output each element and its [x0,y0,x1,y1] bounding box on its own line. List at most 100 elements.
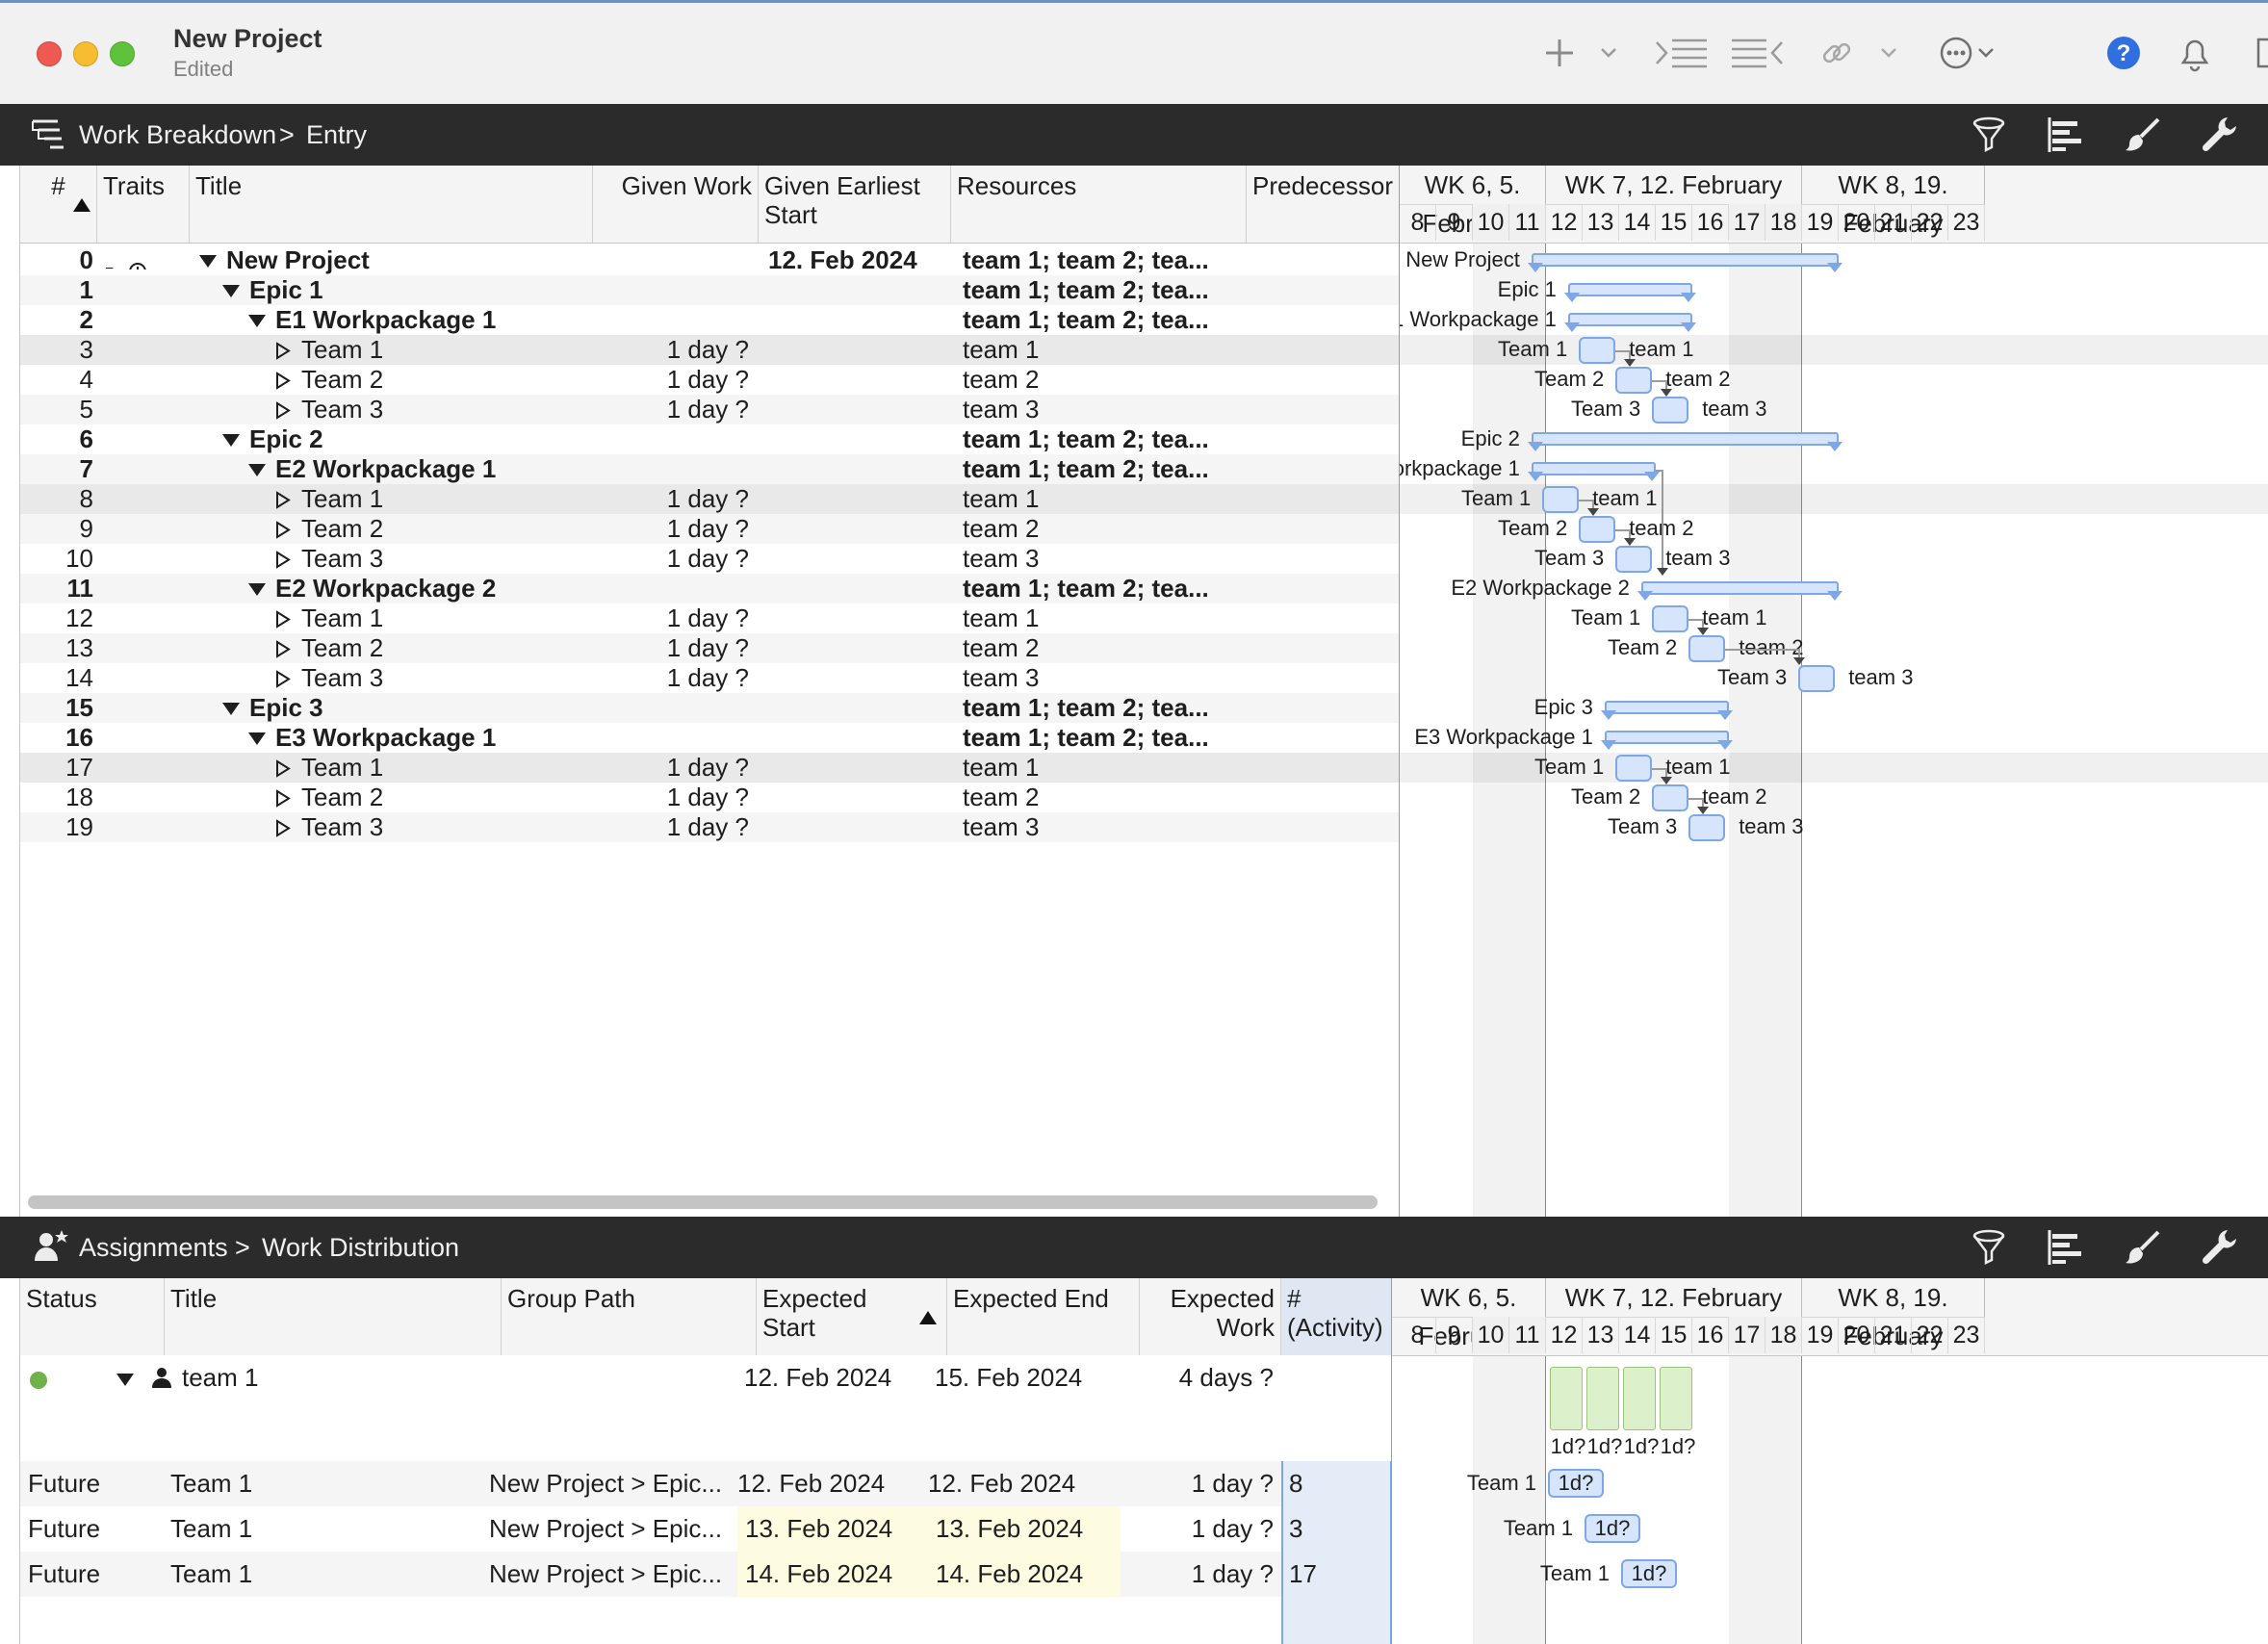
row-given-work[interactable]: 1 day ? [666,395,749,424]
row-resources[interactable]: team 1; team 2; tea... [963,723,1209,752]
table-row[interactable]: 14 Team 3 1 day ? team 3 [20,663,1400,693]
assignment-bar[interactable]: 1d? [1585,1514,1640,1543]
task-bar[interactable] [1652,397,1689,424]
disclosure-collapsed-icon[interactable] [272,514,294,544]
wrench-icon[interactable] [2201,116,2239,154]
chevron-down-icon[interactable] [1875,29,1902,77]
chevron-down-icon[interactable] [1594,29,1623,77]
row-resources[interactable]: team 1; team 2; tea... [963,693,1209,722]
plus-icon[interactable] [1538,29,1581,77]
row-given-work[interactable]: 1 day ? [666,484,749,513]
disclosure-collapsed-icon[interactable] [272,395,294,424]
assignment-group-path[interactable]: New Project > Epic... [489,1514,723,1543]
row-given-start[interactable] [768,574,951,604]
column-header-given-earliest-start[interactable]: Given Earliest Start [759,166,951,243]
row-resources[interactable]: team 2 [963,365,1040,394]
row-given-start[interactable] [768,454,951,484]
column-header-group-path[interactable]: Group Path [502,1278,757,1355]
row-given-work[interactable] [593,245,749,275]
breadcrumb-work-breakdown[interactable]: Work Breakdown [79,120,277,149]
summary-bar[interactable] [1563,313,1697,332]
table-row[interactable]: 11 E2 Workpackage 2 team 1; team 2; tea... [20,574,1400,604]
column-header-status[interactable]: Status [20,1278,165,1355]
table-row[interactable]: 19 Team 3 1 day ? team 3 [20,812,1400,842]
table-row[interactable]: 8 Team 1 1 day ? team 1 [20,484,1400,514]
disclosure-collapsed-icon[interactable] [272,544,294,574]
row-title[interactable]: Team 3 [301,544,384,573]
column-header-expected-end[interactable]: Expected End [947,1278,1140,1355]
row-title[interactable]: Team 2 [301,365,384,394]
column-header-resources[interactable]: Resources [951,166,1247,243]
disclosure-collapsed-icon[interactable] [272,335,294,365]
column-header-given-work[interactable]: Given Work [593,166,759,243]
summary-bar[interactable] [1637,581,1843,601]
filter-icon[interactable] [1972,1228,2010,1267]
row-title[interactable]: Epic 1 [249,275,323,304]
assignment-activity[interactable]: 3 [1289,1506,1385,1552]
row-resources[interactable]: team 1 [963,753,1040,782]
task-bar[interactable] [1688,814,1726,841]
column-header-expected-start[interactable]: Expected Start [757,1278,947,1355]
assignment-group-path[interactable]: New Project > Epic... [489,1559,723,1588]
row-title[interactable]: Team 2 [301,633,384,662]
task-bar[interactable] [1652,784,1689,811]
table-row[interactable]: 13 Team 2 1 day ? team 2 [20,633,1400,663]
disclosure-collapsed-icon[interactable] [272,484,294,514]
row-title[interactable]: Team 1 [301,604,384,632]
disclosure-expanded-icon[interactable] [246,723,268,753]
row-given-work[interactable]: 1 day ? [666,365,749,394]
gantt-icon[interactable] [2047,116,2085,154]
summary-bar[interactable] [1600,731,1734,750]
row-resources[interactable]: team 1; team 2; tea... [963,245,1209,274]
resource-expected-work[interactable]: 4 days ? [1178,1363,1274,1392]
disclosure-collapsed-icon[interactable] [272,783,294,812]
column-header-predecessors[interactable]: Predecessor [1247,166,1400,243]
summary-bar[interactable] [1600,701,1734,720]
sidebar-icon[interactable] [2256,29,2268,77]
summary-bar[interactable] [1527,253,1843,272]
table-row[interactable]: 4 Team 2 1 day ? team 2 [20,365,1400,395]
assignment-expected-end[interactable]: 12. Feb 2024 [928,1469,1076,1498]
outdent-icon[interactable] [1729,29,1785,77]
row-resources[interactable]: team 1 [963,604,1040,632]
link-icon[interactable] [1817,29,1856,77]
row-given-start[interactable] [768,335,951,365]
row-title[interactable]: E3 Workpackage 1 [275,723,497,752]
row-given-work[interactable]: 1 day ? [666,663,749,692]
row-given-start[interactable]: 12. Feb 2024 [768,245,917,274]
row-given-start[interactable] [768,723,951,753]
disclosure-collapsed-icon[interactable] [272,812,294,842]
assignment-row[interactable]: Future Team 1 New Project > Epic... 13. Feb… [20,1506,1281,1552]
disclosure-collapsed-icon[interactable] [272,604,294,633]
column-header-number[interactable]: # [20,166,97,243]
row-title[interactable]: Epic 3 [249,693,323,722]
row-given-start[interactable] [768,514,951,544]
resource-expected-end[interactable]: 15. Feb 2024 [935,1363,1083,1392]
table-row[interactable]: 6 Epic 2 team 1; team 2; tea... [20,424,1400,454]
row-title[interactable]: E2 Workpackage 2 [275,574,497,603]
summary-bar[interactable] [1527,462,1661,481]
row-given-work[interactable]: 1 day ? [666,783,749,811]
row-resources[interactable]: team 1; team 2; tea... [963,305,1209,334]
row-given-work[interactable]: 1 day ? [666,544,749,573]
column-header-traits[interactable]: Traits [97,166,190,243]
row-resources[interactable]: team 3 [963,663,1040,692]
row-title[interactable]: Team 3 [301,663,384,692]
table-row[interactable]: 1 Epic 1 team 1; team 2; tea... [20,275,1400,305]
row-given-start[interactable] [768,663,951,693]
wrench-icon[interactable] [2201,1228,2239,1267]
disclosure-expanded-icon[interactable] [220,693,242,723]
disclosure-expanded-icon[interactable] [246,305,268,335]
row-given-start[interactable] [768,812,951,842]
row-given-start[interactable] [768,693,951,723]
assignment-group-path[interactable]: New Project > Epic... [489,1469,723,1498]
task-bar[interactable] [1579,516,1616,543]
row-title[interactable]: Team 2 [301,514,384,543]
row-resources[interactable]: team 2 [963,783,1040,811]
disclosure-collapsed-icon[interactable] [272,663,294,693]
row-resources[interactable]: team 1; team 2; tea... [963,424,1209,453]
task-bar[interactable] [1542,486,1580,513]
row-given-work[interactable] [593,723,749,753]
row-given-work[interactable]: 1 day ? [666,335,749,364]
table-row[interactable]: 12 Team 1 1 day ? team 1 [20,604,1400,633]
